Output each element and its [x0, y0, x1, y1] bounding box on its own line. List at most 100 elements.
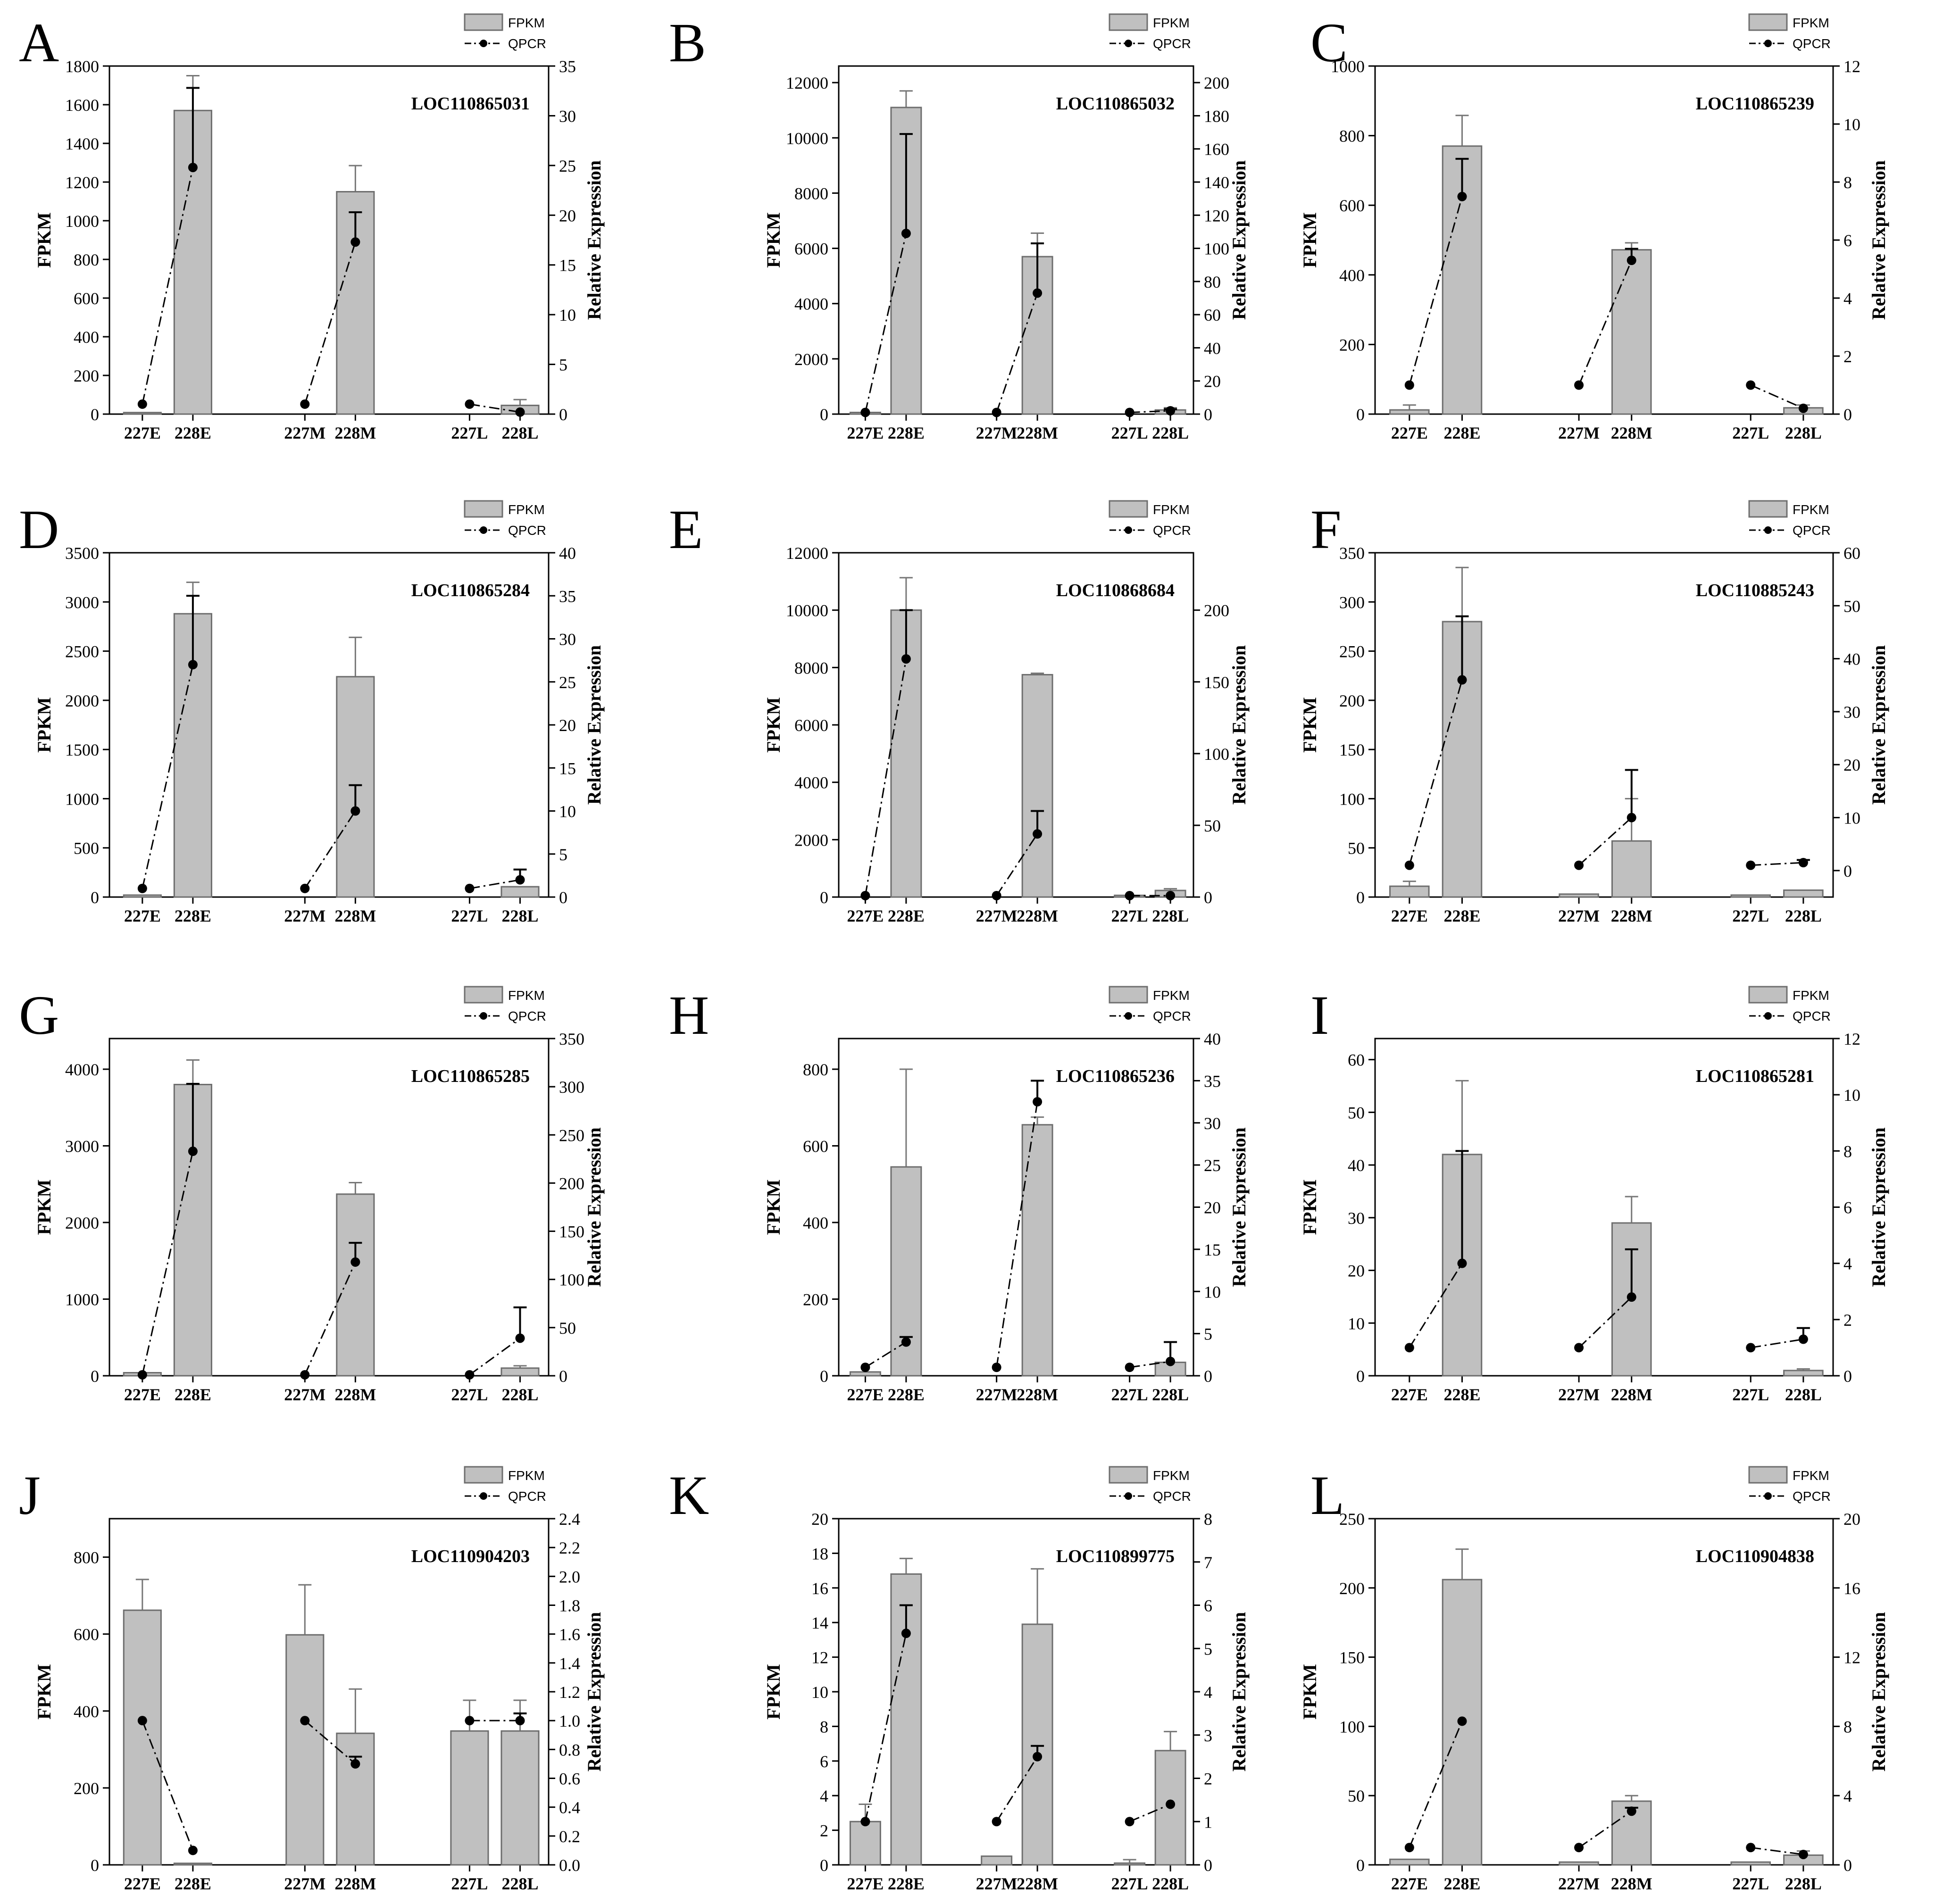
- plot-frame: [838, 65, 1194, 415]
- panel-letter: J: [19, 1464, 41, 1526]
- x-axis: 227E 228E 227M 228M 227L 228L: [1391, 897, 1822, 925]
- right-tick-label: 0: [1204, 405, 1212, 424]
- x-tick-label: 228M: [334, 1874, 376, 1893]
- legend-line-marker: [480, 526, 487, 534]
- right-tick-label: 5: [1204, 1639, 1212, 1658]
- right-tick-label: 0: [559, 888, 567, 907]
- left-axis-label: FPKM: [33, 1664, 55, 1720]
- right-tick-label: 1.4: [559, 1654, 580, 1673]
- qpcr-point: [1166, 890, 1176, 900]
- left-axis-label: FPKM: [1299, 1180, 1320, 1235]
- left-tick-label: 1800: [65, 57, 99, 76]
- x-tick-label: 227M: [1558, 424, 1600, 442]
- right-tick-label: 140: [1204, 173, 1229, 192]
- legend: FPKM QPCR: [464, 500, 546, 538]
- panel-letter: H: [669, 984, 709, 1046]
- right-tick-label: 8: [1204, 1510, 1212, 1529]
- qpcr-series: [860, 609, 1176, 900]
- fpkm-bar: [1611, 840, 1652, 898]
- qpcr-point: [1746, 860, 1756, 870]
- x-tick-label: 228M: [1017, 1874, 1058, 1893]
- qpcr-point: [515, 407, 525, 417]
- qpcr-line: [1409, 196, 1463, 385]
- right-tick-label: 6: [1204, 1596, 1212, 1615]
- right-tick-label: 20: [559, 206, 576, 225]
- qpcr-point: [992, 1817, 1001, 1827]
- x-axis: 227E 228E 227M 228M 227L 228L: [124, 414, 538, 442]
- x-axis: 227E 228E 227M 228M 227L 228L: [124, 1865, 538, 1893]
- left-tick-label: 400: [74, 328, 99, 347]
- right-tick-label: 35: [1204, 1072, 1221, 1090]
- x-axis: 227E 228E 227M 228M 227L 228L: [1391, 1865, 1822, 1893]
- left-tick-label: 200: [803, 1290, 828, 1309]
- left-tick-label: 150: [1339, 1648, 1365, 1667]
- gene-title: LOC110904838: [1696, 1546, 1814, 1566]
- legend-line-label: QPCR: [508, 523, 546, 538]
- qpcr-line: [1578, 260, 1633, 386]
- qpcr-line: [304, 1720, 356, 1765]
- x-tick-label: 227E: [1391, 906, 1428, 925]
- left-tick-label: 1200: [65, 173, 99, 192]
- left-axis: 0 2000 4000 6000 8000 10000 12000: [786, 544, 839, 907]
- right-tick-label: 350: [559, 1030, 584, 1048]
- qpcr-series: [860, 1080, 1177, 1372]
- legend-line-label: QPCR: [1793, 1009, 1831, 1023]
- x-tick-label: 228L: [501, 906, 538, 925]
- x-tick-label: 227E: [847, 1874, 884, 1893]
- left-tick-label: 300: [1339, 593, 1365, 612]
- qpcr-point: [1125, 1363, 1134, 1372]
- right-tick-label: 0: [1204, 888, 1212, 907]
- qpcr-point: [137, 399, 147, 409]
- right-tick-label: 2: [1843, 1311, 1852, 1330]
- legend-bar-swatch: [1109, 1466, 1148, 1484]
- left-axis: 0 10 20 30 40 50 60: [1348, 1051, 1375, 1386]
- legend-bar-label: FPKM: [1153, 16, 1190, 30]
- left-axis-label: FPKM: [33, 697, 55, 753]
- right-tick-label: 12: [1843, 1648, 1860, 1667]
- right-tick-label: 2.4: [559, 1510, 580, 1529]
- qpcr-line: [1751, 862, 1803, 866]
- left-tick-label: 200: [1339, 335, 1365, 354]
- qpcr-line: [996, 833, 1038, 896]
- qpcr-series: [137, 595, 527, 893]
- qpcr-point: [1798, 403, 1808, 413]
- qpcr-point: [300, 399, 310, 409]
- fpkm-bar: [336, 1193, 375, 1377]
- left-axis: 0 1000 2000 3000 4000: [65, 1060, 109, 1386]
- qpcr-line: [1129, 410, 1171, 413]
- legend-bar-swatch: [1748, 13, 1788, 31]
- legend: FPKM QPCR: [1748, 13, 1831, 51]
- gene-title: LOC110899775: [1056, 1546, 1175, 1566]
- panel-letter: I: [1310, 984, 1329, 1046]
- qpcr-point: [1574, 1343, 1584, 1353]
- legend: FPKM QPCR: [464, 13, 546, 51]
- qpcr-point: [350, 237, 360, 247]
- qpcr-point: [137, 1716, 147, 1726]
- right-tick-label: 35: [559, 587, 576, 606]
- left-tick-label: 0: [820, 1367, 828, 1386]
- right-tick-label: 0: [1843, 1856, 1852, 1875]
- left-tick-label: 150: [1339, 740, 1365, 759]
- qpcr-point: [1033, 1097, 1043, 1107]
- qpcr-point: [1457, 675, 1467, 685]
- qpcr-point: [1798, 1849, 1808, 1859]
- qpcr-point: [465, 1716, 475, 1726]
- x-tick-label: 228E: [1443, 1385, 1480, 1404]
- left-tick-label: 1500: [65, 740, 99, 759]
- x-tick-label: 227E: [1391, 1385, 1428, 1404]
- qpcr-point: [1404, 1343, 1414, 1353]
- x-tick-label: 227L: [1111, 1385, 1148, 1404]
- fpkm-bar: [981, 1855, 1013, 1866]
- right-axis: 0 50 100 150 200: [1193, 601, 1229, 907]
- left-tick-label: 2500: [65, 642, 99, 661]
- qpcr-line: [304, 810, 356, 889]
- fpkm-bar: [1559, 1861, 1599, 1866]
- x-tick-label: 228M: [334, 424, 376, 442]
- left-tick-label: 400: [74, 1702, 99, 1721]
- fpkm-bar: [123, 1609, 162, 1866]
- right-tick-label: 1.6: [559, 1625, 580, 1644]
- panel-h: H LOC110865236 0 200 400 600 800 0 5 10 15 20 25 30 35…: [669, 984, 1250, 1404]
- qpcr-line: [996, 292, 1038, 413]
- right-tick-label: 20: [1843, 756, 1860, 774]
- right-axis-label: Relative Expression: [1868, 1127, 1889, 1287]
